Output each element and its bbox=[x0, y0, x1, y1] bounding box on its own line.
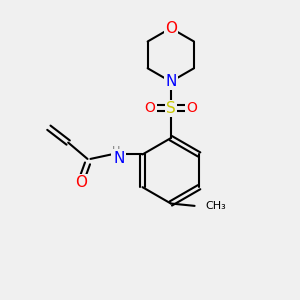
Text: O: O bbox=[165, 21, 177, 36]
Text: O: O bbox=[145, 101, 155, 116]
Text: CH₃: CH₃ bbox=[205, 202, 226, 212]
Text: O: O bbox=[186, 101, 197, 116]
Text: S: S bbox=[166, 101, 176, 116]
Text: O: O bbox=[76, 175, 88, 190]
Text: H: H bbox=[112, 146, 120, 157]
Text: N: N bbox=[165, 74, 176, 89]
Text: N: N bbox=[113, 151, 124, 166]
